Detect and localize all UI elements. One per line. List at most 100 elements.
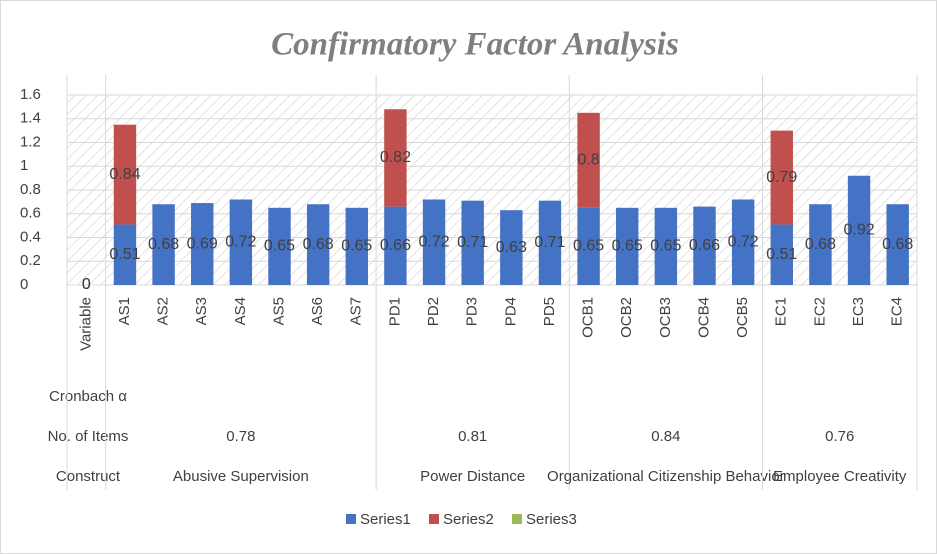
row-label: Construct bbox=[56, 468, 121, 485]
legend-swatch bbox=[429, 514, 439, 524]
data-label: 0 bbox=[82, 276, 91, 293]
legend-label: Series3 bbox=[526, 511, 577, 528]
legend-swatch bbox=[346, 514, 356, 524]
bar bbox=[500, 210, 523, 285]
bar bbox=[422, 199, 446, 285]
bar bbox=[847, 175, 871, 285]
data-label: 0.68 bbox=[303, 236, 334, 253]
x-tick-label: OCB4 bbox=[695, 297, 712, 338]
data-label: 0.51 bbox=[109, 246, 140, 263]
y-tick-label: 0 bbox=[20, 276, 28, 293]
bar bbox=[191, 203, 214, 285]
data-label: 0.63 bbox=[496, 239, 527, 256]
x-tick-label: OCB5 bbox=[734, 297, 751, 338]
group-construct: Employee Creativity bbox=[773, 468, 907, 485]
bar bbox=[577, 112, 600, 208]
y-tick-label: 0.6 bbox=[20, 205, 41, 222]
bar bbox=[731, 199, 755, 285]
legend-swatch bbox=[512, 514, 522, 524]
bar bbox=[654, 207, 678, 285]
x-tick-label: PD1 bbox=[386, 297, 403, 326]
bar bbox=[384, 109, 407, 207]
x-tick-label: OCB1 bbox=[580, 297, 597, 338]
bar bbox=[770, 224, 793, 285]
x-tick-label: AS3 bbox=[193, 297, 210, 325]
bar bbox=[152, 204, 175, 285]
x-tick-label: PD3 bbox=[464, 297, 481, 326]
y-tick-label: 0.4 bbox=[20, 228, 41, 245]
x-tick-label: OCB2 bbox=[618, 297, 635, 338]
x-tick-label: AS1 bbox=[116, 297, 133, 325]
data-label: 0.69 bbox=[187, 235, 218, 252]
x-tick-label: EC1 bbox=[773, 297, 790, 326]
bar bbox=[770, 130, 793, 225]
data-label: 0.66 bbox=[689, 237, 720, 254]
x-tick-label: AS6 bbox=[309, 297, 326, 325]
bar bbox=[268, 207, 291, 285]
data-label: 0.66 bbox=[380, 237, 411, 254]
bar bbox=[809, 204, 832, 285]
x-tick-label: AS4 bbox=[232, 297, 249, 325]
y-tick-label: 1 bbox=[20, 157, 28, 174]
legend-label: Series2 bbox=[443, 511, 494, 528]
group-construct: Power Distance bbox=[420, 468, 525, 485]
bar bbox=[306, 204, 330, 285]
x-tick-label: AS2 bbox=[155, 297, 172, 325]
group-items: 0.78 bbox=[226, 428, 255, 445]
y-tick-label: 0.2 bbox=[20, 252, 41, 269]
x-tick-label: EC4 bbox=[889, 297, 906, 326]
data-label: 0.65 bbox=[264, 238, 295, 255]
x-tick-label: AS7 bbox=[348, 297, 365, 325]
bar bbox=[538, 200, 562, 285]
bar bbox=[345, 207, 368, 285]
data-label: 0.72 bbox=[728, 233, 759, 250]
x-tick-label: PD5 bbox=[541, 297, 558, 326]
data-label: 0.51 bbox=[766, 246, 797, 263]
x-tick-label: EC3 bbox=[850, 297, 867, 326]
group-construct: Organizational Citizenship Behavior bbox=[547, 468, 785, 485]
x-tick-label: PD4 bbox=[502, 297, 519, 326]
y-tick-label: 1.2 bbox=[20, 133, 41, 150]
chart-title: Confirmatory Factor Analysis bbox=[271, 27, 679, 63]
data-label: 0.65 bbox=[573, 238, 604, 255]
data-label: 0.68 bbox=[882, 236, 913, 253]
data-label: 0.68 bbox=[148, 236, 179, 253]
data-label: 0.72 bbox=[225, 233, 256, 250]
x-tick-label: EC2 bbox=[811, 297, 828, 326]
data-label: 0.79 bbox=[766, 169, 797, 186]
data-label: 0.65 bbox=[612, 238, 643, 255]
bar bbox=[461, 200, 484, 285]
x-tick-label: Variable bbox=[77, 297, 94, 351]
group-items: 0.81 bbox=[458, 428, 487, 445]
data-label: 0.65 bbox=[650, 238, 681, 255]
data-label: 0.82 bbox=[380, 149, 411, 166]
data-label: 0.72 bbox=[418, 233, 449, 250]
group-items: 0.84 bbox=[651, 428, 680, 445]
data-label: 0.84 bbox=[109, 166, 140, 183]
y-tick-label: 0.8 bbox=[20, 181, 41, 198]
bar bbox=[693, 206, 716, 285]
bar bbox=[229, 199, 253, 285]
bar bbox=[616, 207, 639, 285]
row-label: Cronbach α bbox=[49, 388, 127, 405]
bar bbox=[113, 124, 137, 225]
data-label: 0.71 bbox=[457, 234, 488, 251]
data-label: 0.92 bbox=[843, 222, 874, 239]
x-tick-label: PD2 bbox=[425, 297, 442, 326]
y-tick-label: 1.4 bbox=[20, 110, 41, 127]
bar bbox=[113, 224, 137, 285]
data-label: 0.68 bbox=[805, 236, 836, 253]
bar bbox=[577, 207, 600, 285]
x-tick-label: OCB3 bbox=[657, 297, 674, 338]
data-label: 0.71 bbox=[534, 234, 565, 251]
bar bbox=[384, 206, 407, 285]
legend-label: Series1 bbox=[360, 511, 411, 528]
group-construct: Abusive Supervision bbox=[173, 468, 309, 485]
bar bbox=[886, 204, 909, 285]
data-label: 0 bbox=[82, 276, 91, 293]
data-label: 0.65 bbox=[341, 238, 372, 255]
x-tick-label: AS5 bbox=[270, 297, 287, 325]
row-label: No. of Items bbox=[48, 428, 129, 445]
group-items: 0.76 bbox=[825, 428, 854, 445]
